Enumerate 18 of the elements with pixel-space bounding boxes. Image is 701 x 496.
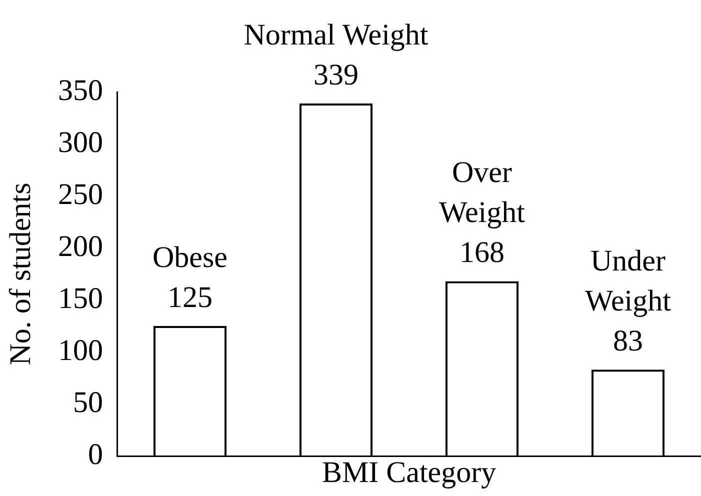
y-tick-label: 200 (58, 230, 103, 263)
y-tick-label: 300 (58, 126, 103, 159)
data-label: 83 (613, 324, 643, 358)
y-tick-label: 50 (73, 386, 103, 419)
y-axis-title: No. of students (4, 182, 37, 366)
y-tick-label: 0 (88, 438, 103, 471)
data-label: 339 (314, 58, 358, 92)
data-label: 125 (168, 280, 212, 314)
x-tick-label: Obese (152, 240, 228, 274)
x-tick-label: Under Weight (585, 244, 672, 318)
y-tick-label: 100 (58, 334, 103, 367)
y-tick-label: 350 (58, 74, 103, 107)
data-label: 168 (460, 236, 504, 270)
y-tick-label: 150 (58, 282, 103, 315)
y-tick-label: 250 (58, 178, 103, 211)
x-tick-label: Normal Weight (244, 18, 429, 52)
x-axis-title: BMI Category (322, 456, 496, 489)
x-tick-label: Over Weight (439, 156, 526, 230)
